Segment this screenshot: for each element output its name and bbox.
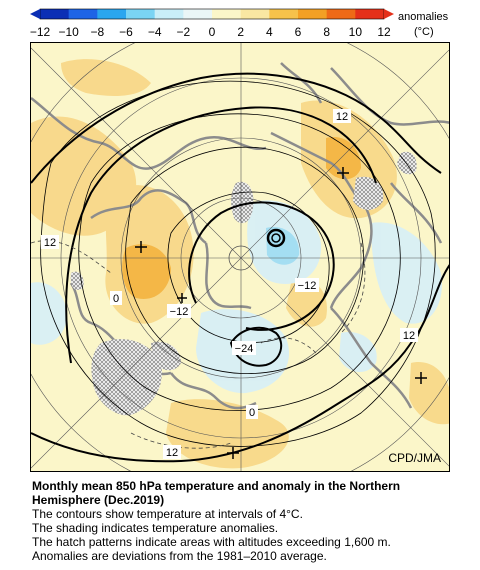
- colorbar-swatch: [212, 9, 242, 19]
- colorbar-swatch: [40, 9, 70, 19]
- colorbar-tick-label: −4: [148, 25, 162, 39]
- colorbar-swatch: [126, 9, 156, 19]
- contour-label: 0: [249, 407, 255, 419]
- colorbar-tick-label: 6: [295, 25, 302, 39]
- map-canvas: 12 12 0 −12 −12 −24 12 0 12: [31, 43, 449, 471]
- contour-label: −12: [298, 280, 317, 292]
- colorbar-swatch: [68, 9, 98, 19]
- figure-caption: Monthly mean 850 hPa temperature and ano…: [32, 479, 472, 563]
- caption-line: The contours show temperature at interva…: [32, 507, 303, 521]
- colorbar-tick-label: 12: [377, 25, 391, 39]
- colorbar-swatch: [154, 9, 184, 19]
- colorbar-swatch: [97, 9, 127, 19]
- colorbar-swatch: [298, 9, 328, 19]
- colorbar-left-arrow: [30, 9, 40, 19]
- contour-label: 12: [336, 111, 348, 123]
- colorbar-tick-label: 4: [266, 25, 273, 39]
- colorbar-tick-label: 2: [237, 25, 244, 39]
- contour-label: 12: [403, 330, 415, 342]
- colorbar-swatch: [355, 9, 385, 19]
- colorbar-tick-label: −8: [90, 25, 104, 39]
- colorbar-unit-name: anomalies: [398, 11, 449, 23]
- cold-core-rings: [228, 228, 286, 271]
- caption-line: Anomalies are deviations from the 1981–2…: [32, 549, 327, 563]
- colorbar-swatch: [240, 9, 270, 19]
- warm-center-markers: [135, 167, 427, 459]
- high-altitude-hatching: [70, 151, 417, 416]
- contour-label: −24: [235, 343, 254, 355]
- contour-label: −12: [170, 306, 189, 318]
- colorbar-tick-label: −6: [119, 25, 133, 39]
- colorbar-swatch: [183, 9, 213, 19]
- contour-label: 0: [113, 293, 119, 305]
- colorbar-tick-label: 0: [209, 25, 216, 39]
- colorbar-swatch: [326, 9, 356, 19]
- anomaly-colorbar: −12 −10 −8 −6 −4 −2 0 2 4 6 8 10 12 anomalies (°C): [30, 8, 449, 39]
- colorbar-swatch: [269, 9, 299, 19]
- colorbar-tick-label: −10: [58, 25, 79, 39]
- caption-title: Monthly mean 850 hPa temperature and ano…: [32, 479, 401, 507]
- colorbar-ticks: −12 −10 −8 −6 −4 −2 0 2 4 6 8 10 12: [30, 25, 391, 39]
- map-credit: CPD/JMA: [388, 451, 441, 465]
- colorbar-right-arrow: [384, 9, 394, 19]
- caption-line: The shading indicates temperature anomal…: [32, 521, 279, 535]
- colorbar-unit: (°C): [414, 26, 434, 38]
- colorbar-tick-label: −2: [176, 25, 190, 39]
- colorbar-tick-label: 8: [323, 25, 330, 39]
- colorbar-swatches: [39, 8, 385, 20]
- colorbar-tick-label: 10: [349, 25, 363, 39]
- colorbar-tick-label: −12: [30, 25, 51, 39]
- contour-labels: 12 12 0 −12 −12 −24 12 0 12: [41, 109, 418, 459]
- polar-map: 12 12 0 −12 −12 −24 12 0 12 CPD/JMA: [30, 42, 450, 472]
- contour-label: 12: [166, 447, 178, 459]
- caption-line: The hatch patterns indicate areas with a…: [32, 535, 391, 549]
- strong-cold-anomaly-areas: [266, 227, 300, 265]
- contour-label: 12: [44, 237, 56, 249]
- temperature-contours-thick: [31, 72, 449, 463]
